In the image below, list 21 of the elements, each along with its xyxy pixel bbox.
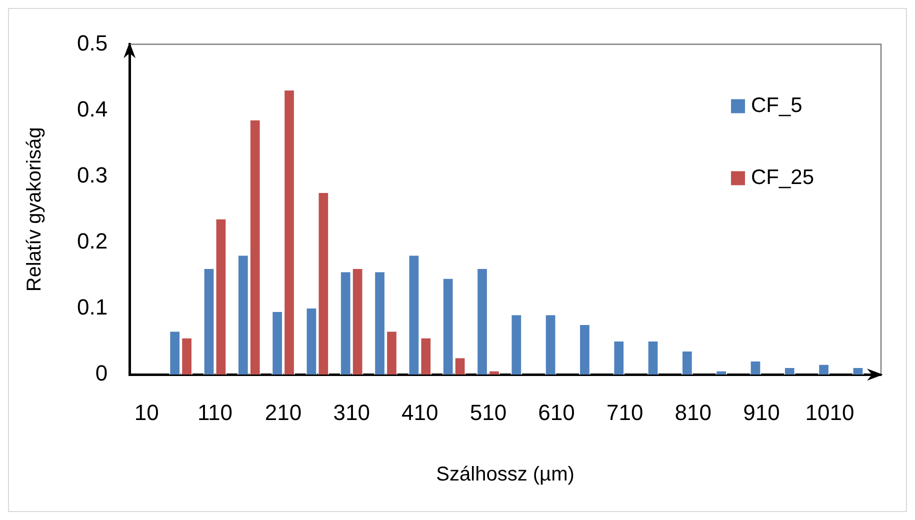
y-tick-label: 0.1 — [76, 294, 108, 320]
x-tick-label: 610 — [538, 400, 575, 425]
x-tick-label: 910 — [743, 400, 780, 425]
y-tick-label: 0.5 — [76, 30, 108, 56]
legend-label: CF_25 — [751, 166, 814, 189]
x-tick-label: 310 — [333, 400, 370, 425]
x-tick-label: 10 — [134, 400, 159, 425]
x-tick-label: 510 — [470, 400, 507, 425]
y-tick-label: 0.2 — [76, 228, 108, 254]
y-tick-label: 0.4 — [76, 96, 108, 122]
y-tick-label: 0.3 — [76, 162, 108, 188]
y-axis-title: Relatív gyakoriság — [24, 127, 46, 292]
y-tick-label: 0 — [95, 360, 108, 386]
x-tick-label: 210 — [264, 400, 302, 425]
x-tick-label: 410 — [402, 400, 438, 425]
x-tick-label: 810 — [674, 400, 712, 425]
x-tick-label: 710 — [606, 400, 644, 425]
x-tick-label: 1010 — [805, 400, 854, 425]
x-axis-title: Szálhossz (µm) — [436, 464, 574, 486]
legend-label: CF_5 — [751, 94, 802, 117]
x-tick-label: 110 — [197, 400, 233, 425]
